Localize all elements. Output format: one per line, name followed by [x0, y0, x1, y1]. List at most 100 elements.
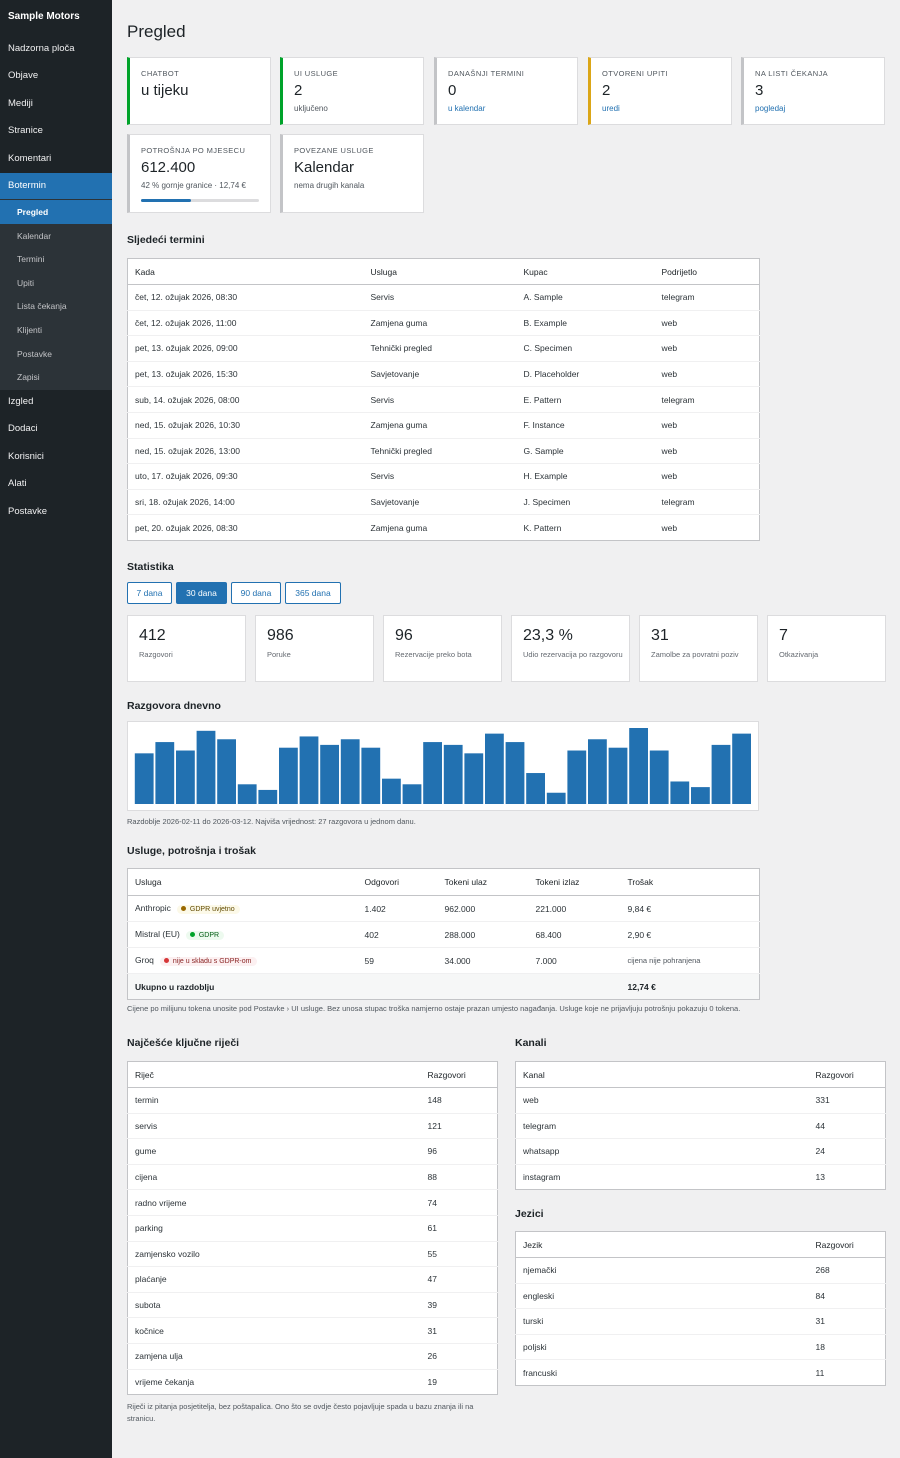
- cell: 121: [420, 1112, 498, 1139]
- menu-item[interactable]: Termini: [17, 254, 45, 265]
- card-label: UI USLUGE: [294, 69, 339, 78]
- card-link[interactable]: uredi: [602, 104, 620, 113]
- section-heading: Jezici: [515, 1208, 544, 1220]
- cell: telegram: [654, 284, 760, 311]
- bar: [217, 739, 236, 804]
- stat-label: Razgovori: [139, 650, 173, 659]
- cell: telegram: [515, 1112, 809, 1139]
- table-row: pet, 20. ožujak 2026, 08:30 Zamjena guma K…: [127, 514, 760, 541]
- section-heading: Razgovora dnevno: [127, 700, 221, 712]
- bar: [237, 784, 257, 804]
- cell: Tehnički pregled: [363, 437, 517, 464]
- menu-item[interactable]: Postavke: [17, 348, 52, 359]
- section-heading: Usluge, potrošnja i trošak: [127, 845, 256, 857]
- column-header: Kupac: [516, 258, 655, 285]
- brand: Sample Motors: [8, 11, 80, 22]
- period-tab[interactable]: 365 dana: [285, 582, 341, 604]
- bar: [443, 744, 463, 804]
- column-header: Usluga: [363, 258, 517, 285]
- menu-item[interactable]: Zapisi: [17, 372, 40, 383]
- cell: [357, 973, 438, 1000]
- card-sub: uključeno: [294, 104, 328, 113]
- table-row: parking 61: [127, 1214, 498, 1242]
- cell: 39: [420, 1291, 498, 1318]
- table-row: poljski 18: [515, 1333, 886, 1360]
- cell: F. Instance: [516, 411, 655, 439]
- bar: [196, 730, 216, 804]
- cell: 59: [357, 947, 438, 974]
- stat-card: CHATBOT u tijeku: [127, 57, 271, 125]
- menu-item[interactable]: Objave: [8, 70, 39, 82]
- cell: E. Pattern: [516, 386, 655, 413]
- cell: 9,84 €: [620, 895, 760, 922]
- cell: 84: [808, 1282, 886, 1309]
- chart-box: [127, 721, 759, 811]
- progress-track: [141, 199, 259, 202]
- cell: 288.000: [437, 921, 529, 948]
- column-header: Razgovori: [420, 1061, 498, 1088]
- menu-item[interactable]: Kalendar: [17, 230, 52, 241]
- card-value: 2: [602, 82, 611, 99]
- period-tab[interactable]: 30 dana: [176, 582, 227, 604]
- table-row: pet, 13. ožujak 2026, 09:00 Tehnički preg…: [127, 335, 760, 362]
- cell: 19: [420, 1368, 498, 1395]
- cell: K. Pattern: [516, 514, 655, 541]
- card-link[interactable]: pogledaj: [755, 104, 786, 113]
- cell: francuski: [515, 1359, 809, 1386]
- card-label: DANAŠNJI TERMINI: [448, 69, 525, 78]
- column-header: Riječ: [127, 1061, 421, 1088]
- card-value: Kalendar: [294, 159, 355, 176]
- stat-box: 96 Rezervacije preko bota: [383, 615, 502, 682]
- total-row: Ukupno u razdoblju 12,74 €: [127, 973, 760, 1000]
- bar: [546, 792, 566, 804]
- cell: Ukupno u razdoblju: [127, 973, 358, 1000]
- cell: zamjena ulja: [127, 1342, 421, 1370]
- menu-item[interactable]: Lista čekanja: [17, 301, 67, 312]
- menu-item[interactable]: Klijenti: [17, 325, 43, 335]
- cell: kočnice: [127, 1317, 421, 1344]
- cell: web: [515, 1087, 809, 1114]
- menu-item[interactable]: Mediji: [8, 97, 33, 109]
- table-row: instagram 13: [515, 1163, 886, 1190]
- cell: instagram: [515, 1163, 809, 1190]
- period-tab[interactable]: 7 dana: [127, 582, 172, 604]
- bar: [588, 739, 607, 804]
- stat-box: 7 Otkazivanja: [767, 615, 886, 682]
- menu-item[interactable]: Komentari: [8, 152, 52, 164]
- bar: [382, 778, 401, 804]
- table-row: Anthropic GDPR uvjetno 1.402 962.000 221.000…: [127, 895, 760, 922]
- cell: vrijeme čekanja: [127, 1368, 421, 1395]
- card-sub: nema drugih kanala: [294, 181, 365, 190]
- menu-item[interactable]: Upiti: [17, 277, 35, 288]
- menu-item[interactable]: Postavke: [8, 505, 48, 517]
- page-title: Pregled: [127, 22, 186, 41]
- cell: 11: [808, 1359, 886, 1386]
- cell: H. Example: [516, 463, 655, 490]
- menu-item[interactable]: Pregled: [17, 207, 49, 217]
- card-value: 0: [448, 82, 457, 99]
- menu-item[interactable]: Stranice: [8, 125, 43, 137]
- menu-item[interactable]: Nadzorna ploča: [8, 43, 75, 54]
- menu-item[interactable]: Korisnici: [8, 450, 44, 462]
- menu-item[interactable]: Izgled: [8, 396, 34, 407]
- bar: [732, 733, 751, 804]
- menu-item[interactable]: Alati: [8, 478, 27, 490]
- cell: 1.402: [357, 895, 438, 922]
- menu-item[interactable]: Botermin: [8, 180, 47, 191]
- card-link[interactable]: u kalendar: [448, 104, 486, 113]
- table-row: telegram 44: [515, 1112, 886, 1139]
- table-row: francuski 11: [515, 1359, 886, 1386]
- column-header: Usluga: [127, 868, 358, 896]
- cell: termin: [127, 1087, 421, 1114]
- stat-card: UI USLUGE 2 uključeno: [280, 57, 424, 125]
- gdpr-badge: nije u skladu s GDPR-om: [159, 956, 257, 966]
- table-row: ned, 15. ožujak 2026, 10:30 Zamjena guma F…: [127, 411, 760, 439]
- period-tab[interactable]: 90 dana: [231, 582, 281, 604]
- table-row: web 331: [515, 1087, 886, 1114]
- gdpr-badge: GDPR: [185, 930, 225, 940]
- menu-item[interactable]: Dodaci: [8, 423, 38, 435]
- cell: D. Placeholder: [516, 360, 655, 387]
- bar: [340, 739, 360, 804]
- column-header: Tokeni ulaz: [437, 868, 529, 896]
- stat-card: NA LISTI ČEKANJA 3 pogledaj: [741, 57, 885, 125]
